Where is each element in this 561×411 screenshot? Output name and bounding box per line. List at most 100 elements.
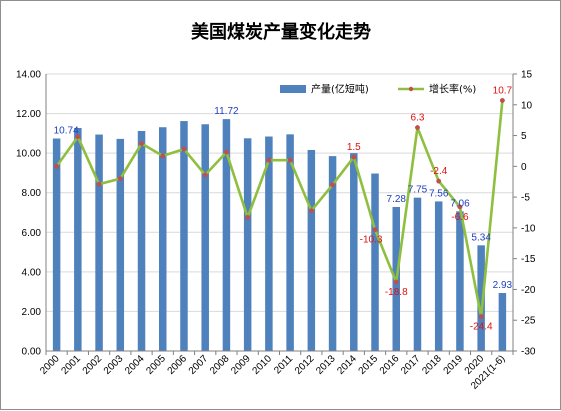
x-tick-label: 2013 xyxy=(314,353,338,377)
y-left-tick-label: 4.00 xyxy=(22,267,42,278)
bar xyxy=(243,138,252,351)
rate-marker xyxy=(223,149,229,155)
y-left-tick-label: 12.00 xyxy=(16,109,41,120)
bar xyxy=(498,293,507,351)
bar xyxy=(222,119,231,352)
bar-data-label: 10.74 xyxy=(54,126,79,137)
y-right-tick-label: -25 xyxy=(521,316,536,327)
bar xyxy=(371,173,379,351)
y-right-tick-label: 10 xyxy=(521,100,533,111)
legend: 产量(亿短吨) 增长率(%) xyxy=(280,83,476,96)
rate-data-label: 1.5 xyxy=(347,142,361,153)
rate-marker xyxy=(54,163,60,169)
rate-marker xyxy=(245,214,251,220)
x-tick-label: 2006 xyxy=(166,353,190,377)
y-right-tick-label: -20 xyxy=(521,285,536,296)
x-tick-label: 2004 xyxy=(123,353,147,377)
bar-data-label: 5.34 xyxy=(471,232,491,243)
rate-marker xyxy=(266,157,272,163)
y-right-tick-label: 5 xyxy=(521,131,527,142)
rate-marker xyxy=(415,125,420,131)
bar xyxy=(456,211,464,351)
bar xyxy=(159,127,167,351)
legend-label-bar: 产量(亿短吨) xyxy=(311,83,369,96)
x-tick-label: 2009 xyxy=(229,353,253,377)
x-tick-label: 2007 xyxy=(187,353,211,377)
bar xyxy=(52,138,61,351)
x-tick-label: 2003 xyxy=(102,353,126,377)
y-right-tick-label: -5 xyxy=(521,193,530,204)
bar xyxy=(74,128,82,351)
rate-marker xyxy=(160,153,166,159)
bar xyxy=(137,130,146,351)
rate-marker xyxy=(287,157,293,163)
bar xyxy=(180,121,188,351)
y-left-tick-label: 10.00 xyxy=(16,149,41,160)
rate-marker xyxy=(181,146,187,152)
rate-marker xyxy=(393,279,399,285)
bar xyxy=(307,149,316,351)
rate-marker xyxy=(96,181,102,187)
gridlines xyxy=(46,73,513,352)
rate-line-series xyxy=(54,98,505,319)
y-right-tick-label: 15 xyxy=(521,70,533,81)
rate-data-label: -2.4 xyxy=(430,166,448,177)
x-tick-label: 2018 xyxy=(420,353,444,377)
x-tick-label: 2005 xyxy=(144,353,168,377)
bar-data-label: 2.93 xyxy=(493,280,513,291)
y-right-tick-label: 0 xyxy=(521,162,527,173)
bar xyxy=(286,134,294,351)
rate-data-label: 10.7 xyxy=(493,85,513,96)
rate-marker xyxy=(478,314,484,319)
bar xyxy=(116,138,125,351)
bar-data-label: 7.28 xyxy=(387,194,407,205)
rate-marker xyxy=(117,176,123,182)
x-tick-label: 2010 xyxy=(250,353,274,377)
x-tick-label: 2019 xyxy=(442,353,466,377)
y-left-tick-label: 0.00 xyxy=(22,347,42,358)
legend-swatch-marker xyxy=(408,86,414,92)
bar-data-label: 7.06 xyxy=(450,198,470,209)
rate-data-label: -6.6 xyxy=(451,212,469,223)
x-tick-label: 2016 xyxy=(378,353,402,377)
bar-data-label: 11.72 xyxy=(214,106,239,117)
rate-marker xyxy=(139,141,144,147)
x-tick-label: 2008 xyxy=(208,353,232,377)
rate-data-label: 6.3 xyxy=(411,113,425,124)
bar-series xyxy=(52,119,507,352)
bar xyxy=(201,124,209,352)
legend-label-line: 增长率(%) xyxy=(429,83,476,96)
rate-data-label: -24.4 xyxy=(470,322,493,333)
data-labels: 10.74 11.72 7.287.75 7.567.06 5.34 2.93 1.5 -10… xyxy=(54,85,513,332)
chart-title: 美国煤炭产量变化走势 xyxy=(191,21,371,43)
y-right-tick-label: -15 xyxy=(521,254,536,265)
x-tick-label: 2012 xyxy=(293,353,317,377)
y-left-tick-label: 2.00 xyxy=(22,307,42,318)
x-tick-label: 2001 xyxy=(59,353,83,377)
rate-data-label: -18.8 xyxy=(385,287,408,298)
bar-data-label: 7.56 xyxy=(429,188,449,199)
rate-marker xyxy=(330,182,336,188)
rate-marker xyxy=(202,172,208,178)
bar xyxy=(95,134,103,351)
rate-data-label: -10.3 xyxy=(360,235,383,246)
rate-line xyxy=(55,100,504,318)
bar xyxy=(328,156,337,351)
bar xyxy=(413,197,422,351)
legend-swatch-bar xyxy=(280,85,306,93)
x-tick-label: 2011 xyxy=(272,353,295,376)
rate-marker xyxy=(436,178,442,184)
y-left-tick-label: 14.00 xyxy=(16,70,41,81)
bar xyxy=(265,136,273,351)
x-tick-label: 2002 xyxy=(81,353,105,377)
rate-marker xyxy=(308,208,314,214)
bar xyxy=(350,153,358,351)
x-tick-label: 2015 xyxy=(357,353,381,377)
x-tick-label: 2014 xyxy=(335,353,359,377)
rate-marker xyxy=(499,98,505,103)
bar xyxy=(477,245,485,351)
rate-marker xyxy=(351,154,357,160)
bar-data-label: 7.75 xyxy=(408,185,428,196)
